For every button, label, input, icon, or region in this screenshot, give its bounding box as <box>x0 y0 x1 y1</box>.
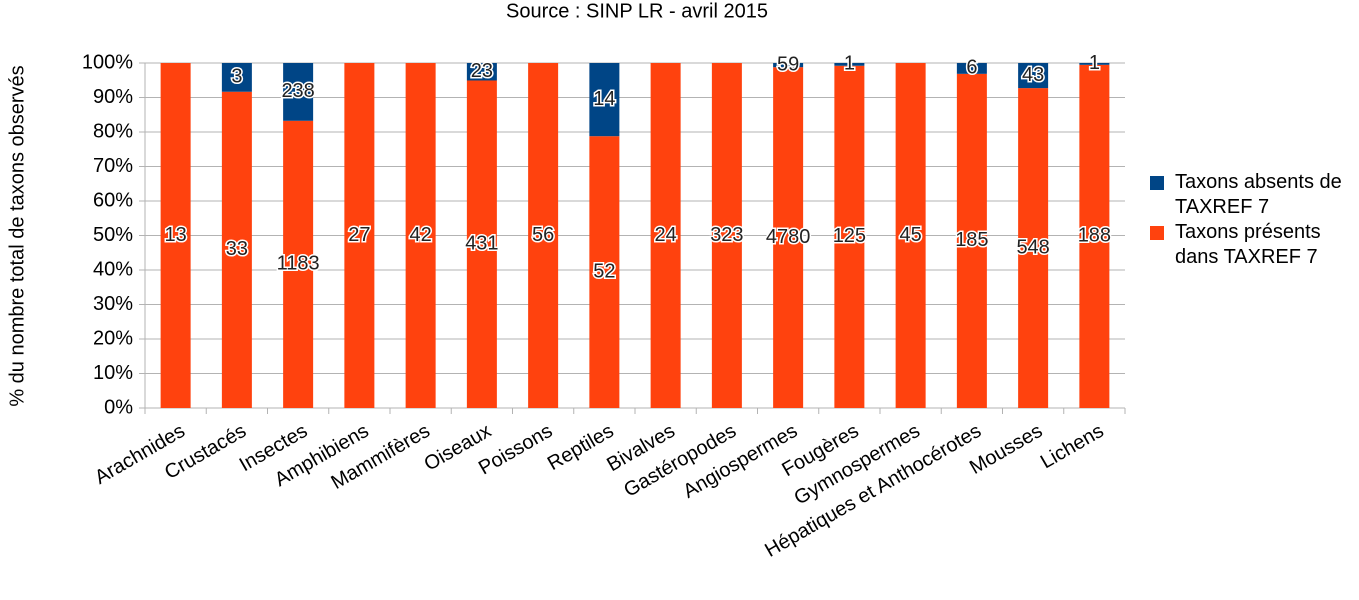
bar-segment <box>1079 64 1110 409</box>
y-tick-label: 100% <box>82 51 133 73</box>
bar-segment <box>589 63 620 137</box>
bar-segment <box>956 63 987 74</box>
data-label: 1 <box>1089 52 1100 74</box>
data-label: 188 <box>1078 225 1111 247</box>
data-label: 52 <box>593 260 615 282</box>
bar-segment <box>528 63 559 408</box>
data-label: 323 <box>710 224 743 246</box>
legend-swatch <box>1150 226 1164 240</box>
data-label: 431 <box>465 233 498 255</box>
y-tick-label: 30% <box>93 293 133 315</box>
data-label: 125 <box>833 225 866 247</box>
bar-segment <box>956 73 987 408</box>
y-tick-label: 90% <box>93 86 133 108</box>
bar-segment <box>283 63 314 121</box>
y-tick-label: 60% <box>93 189 133 211</box>
bar-segment <box>773 63 804 68</box>
data-label: 59 <box>777 53 799 75</box>
legend-label: Taxons absents de TAXREF 7 <box>1175 171 1342 218</box>
y-tick-label: 50% <box>93 224 133 246</box>
data-label: 33 <box>226 238 248 260</box>
bar-segment <box>221 91 252 408</box>
chart-title: Source : SINP LR - avril 2015 <box>506 0 768 22</box>
data-label: 1 <box>844 53 855 75</box>
data-label: 14 <box>593 88 615 110</box>
data-label: 42 <box>410 224 432 246</box>
data-label: 3 <box>231 66 242 88</box>
data-label: 238 <box>281 80 314 102</box>
bar-segment <box>221 63 252 92</box>
data-label: 6 <box>966 57 977 79</box>
bar-segment <box>711 63 742 408</box>
y-tick-label: 10% <box>93 362 133 384</box>
data-label: 45 <box>900 224 922 246</box>
bar-segment <box>589 136 620 408</box>
bar-segment <box>405 63 436 408</box>
bar-segment <box>1079 63 1110 65</box>
data-label: 24 <box>655 224 677 246</box>
bar-segment <box>283 120 314 408</box>
data-label: 23 <box>471 60 493 82</box>
bar-segment <box>834 63 865 66</box>
data-label: 185 <box>955 229 988 251</box>
bar-segment <box>773 67 804 408</box>
bar-segment <box>466 80 497 409</box>
data-label: 4780 <box>766 226 811 248</box>
data-label: 1183 <box>277 253 320 275</box>
legend-label: Taxons présents dans TAXREF 7 <box>1175 221 1321 268</box>
bar-segment <box>834 65 865 408</box>
y-tick-label: 40% <box>93 258 133 280</box>
data-label: 56 <box>532 224 554 246</box>
bar-segment <box>650 63 681 408</box>
data-label: 43 <box>1022 64 1044 86</box>
y-tick-label: 70% <box>93 155 133 177</box>
x-tick-label: Reptiles <box>544 420 618 475</box>
x-tick-label: Lichens <box>1037 420 1108 474</box>
data-label: 27 <box>348 224 370 246</box>
bar-segment <box>160 63 191 408</box>
y-axis-label: % du nombre total de taxons observés <box>6 65 28 406</box>
y-tick-label: 0% <box>104 396 133 418</box>
legend-swatch <box>1150 176 1164 190</box>
bar-segment <box>895 63 926 408</box>
y-tick-label: 20% <box>93 327 133 349</box>
data-label: 13 <box>165 224 187 246</box>
y-tick-label: 80% <box>93 120 133 142</box>
bar-segment <box>344 63 375 408</box>
data-label: 548 <box>1016 236 1049 258</box>
bar-segment <box>466 63 497 81</box>
bar-segment <box>1018 88 1049 408</box>
bar-segment <box>1018 63 1049 89</box>
